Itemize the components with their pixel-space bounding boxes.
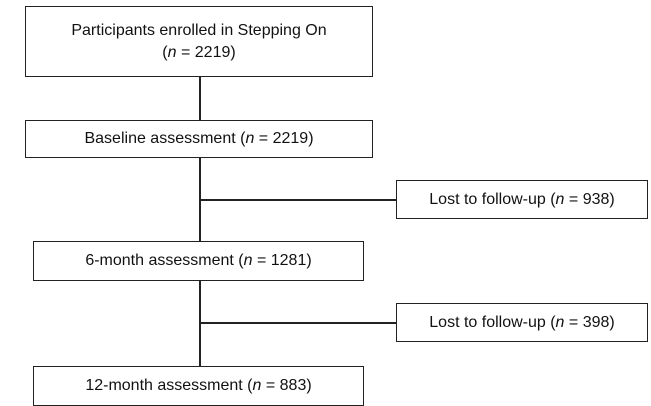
node-baseline: Baseline assessment (n = 2219) (25, 120, 373, 158)
connector-enrolled-baseline (199, 76, 201, 120)
node-enrolled-line1: Participants enrolled in Stepping On (71, 21, 327, 39)
node-enrolled: Participants enrolled in Stepping On (n … (25, 6, 373, 77)
node-6-month-assessment: 6-month assessment (n = 1281) (33, 241, 364, 281)
connector-lost1 (199, 199, 396, 201)
node-12-month-assessment: 12-month assessment (n = 883) (33, 366, 364, 406)
node-lost-to-follow-up-2: Lost to follow-up (n = 398) (396, 303, 648, 342)
node-enrolled-line2: (n = 2219) (162, 43, 236, 61)
flow-diagram: Participants enrolled in Stepping On (n … (25, 6, 648, 406)
node-lost-to-follow-up-1: Lost to follow-up (n = 938) (396, 180, 648, 219)
connector-lost2 (199, 322, 396, 324)
